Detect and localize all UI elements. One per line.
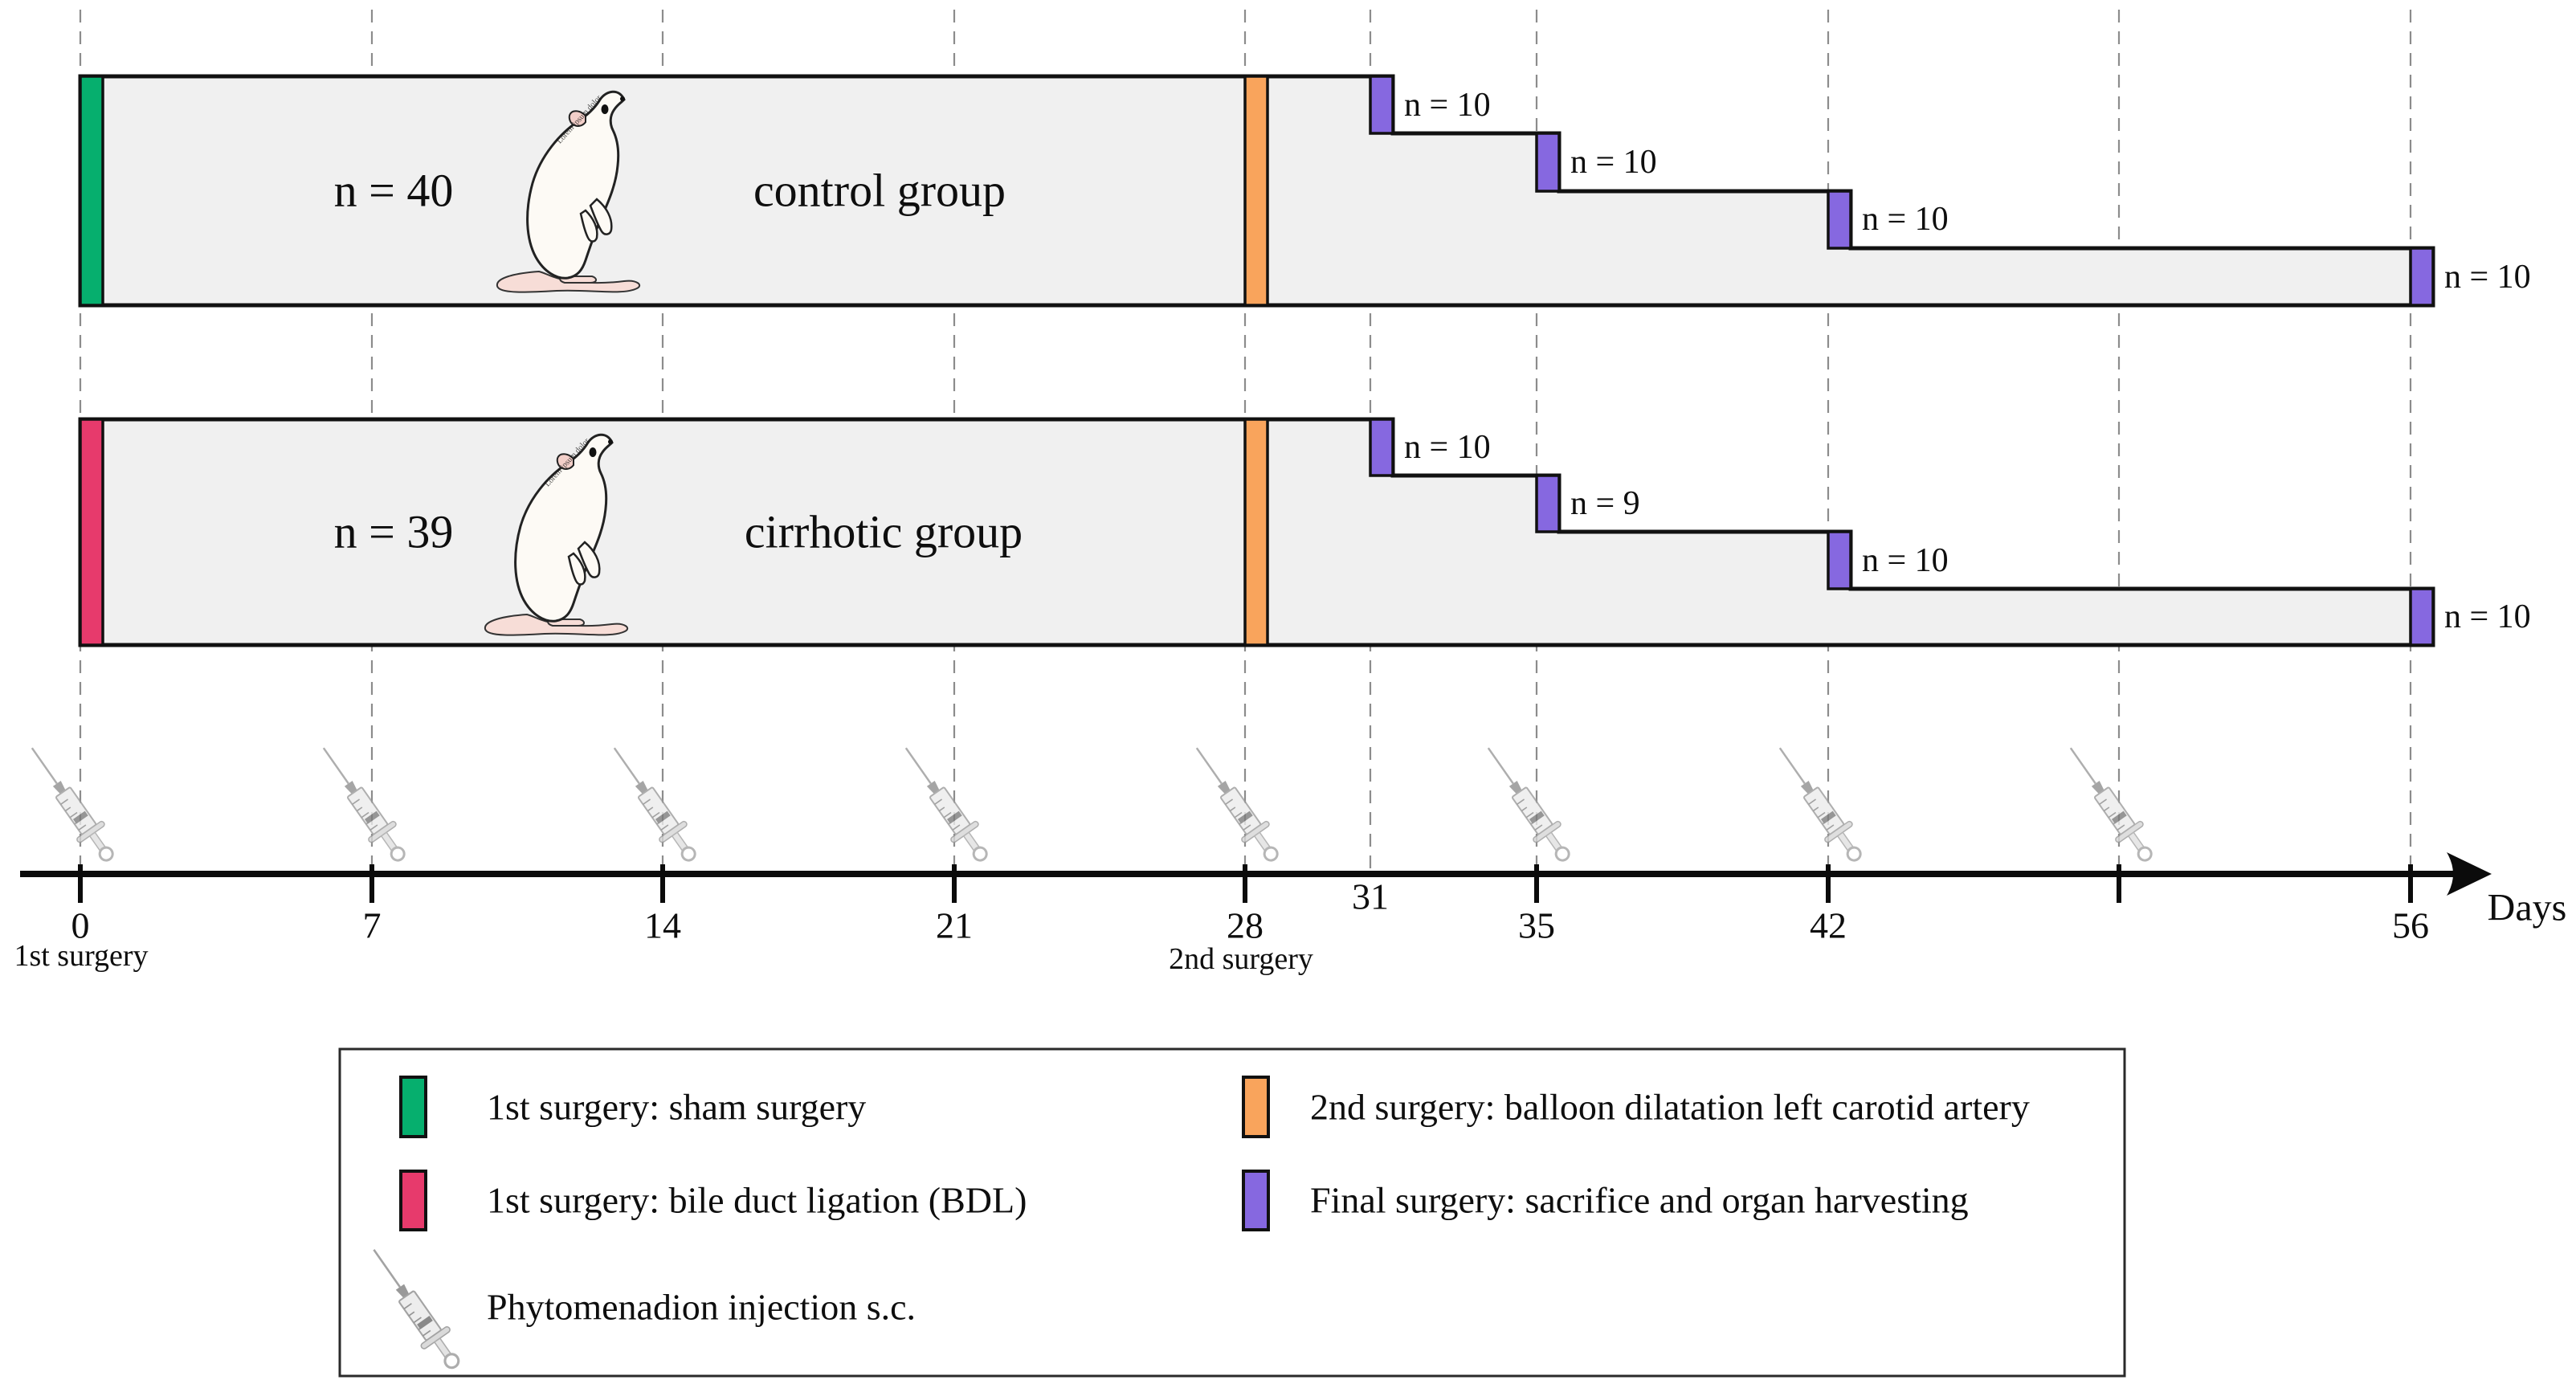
gridlines: [79, 10, 2412, 872]
syringe-icon-day-35: [1473, 737, 1581, 870]
sacrifice-stripe-control-day31: [1369, 75, 1394, 135]
cirrhotic-sacrifice-n-day56: n = 10: [2444, 598, 2531, 635]
syringe-icon-day-28: [1182, 737, 1289, 870]
syringe-icon-day-49: [2055, 737, 2163, 870]
syringe-icon-day-7: [308, 737, 416, 870]
legend-box: [338, 1047, 2126, 1378]
legend-label-balloon: 2nd surgery: balloon dilatation left car…: [1310, 1087, 2030, 1128]
sacrifice-stripe-control-day35: [1535, 132, 1561, 193]
tick-label-day-31: 31: [1352, 876, 1389, 917]
tick-label-day-0: 0: [71, 905, 90, 946]
sacrifice-stripe-cirrhotic-day31: [1369, 418, 1394, 477]
syringe-icon-day-0: [17, 737, 125, 870]
cirrhotic-group-label: cirrhotic group: [745, 506, 1023, 558]
sacrifice-stripe-cirrhotic-day42: [1827, 530, 1852, 590]
syringe-icon-day-14: [599, 737, 707, 870]
sham-surgery-stripe: [79, 75, 104, 307]
axis-arrowhead-icon: [2447, 852, 2492, 896]
tick-label-day-35: 35: [1518, 905, 1555, 946]
bdl-surgery-stripe: [79, 418, 104, 647]
tick-label-day-7: 7: [363, 905, 382, 946]
control-sacrifice-n-day42: n = 10: [1862, 201, 1949, 238]
control-sacrifice-n-day35: n = 10: [1570, 144, 1657, 181]
tick-label-day-14: 14: [644, 905, 681, 946]
legend-swatch-balloon-orange: [1242, 1076, 1270, 1138]
injection-syringes: [17, 737, 2163, 870]
sacrifice-stripe-control-day56: [2409, 247, 2435, 307]
legend-swatch-sacrifice-purple: [1242, 1170, 1270, 1231]
sacrifice-stripe-cirrhotic-day35: [1535, 474, 1561, 533]
sacrifice-stripe-control-day42: [1827, 190, 1852, 250]
tick-label-day-42: 42: [1810, 905, 1847, 946]
balloon-dilatation-stripe-control: [1243, 75, 1269, 307]
legend-label-bdl: 1st surgery: bile duct ligation (BDL): [487, 1180, 1027, 1221]
control-group-bar: n = 40 control group n = 10 n = 10 n = 1…: [78, 74, 2531, 308]
control-group-label: control group: [753, 165, 1006, 217]
cirrhotic-group-bar: n = 39 cirrhotic group n = 10 n = 9 n = …: [78, 417, 2531, 647]
tick-label-day-21: 21: [936, 905, 973, 946]
tick-label-day-56: 56: [2392, 905, 2429, 946]
tick-label-day-28: 28: [1227, 905, 1264, 946]
cirrhotic-sacrifice-n-day35: n = 9: [1570, 485, 1640, 522]
cirrhotic-sacrifice-n-day31: n = 10: [1404, 429, 1491, 466]
first-surgery-annotation: 1st surgery: [14, 939, 148, 973]
sacrifice-stripe-cirrhotic-day56: [2409, 587, 2435, 647]
legend-swatch-bdl-crimson: [399, 1170, 427, 1231]
cirrhotic-n-label: n = 39: [334, 506, 454, 558]
control-n-label: n = 40: [334, 165, 454, 217]
days-axis-label: Days: [2488, 887, 2567, 929]
legend: 1st surgery: sham surgery 1st surgery: b…: [338, 1047, 2126, 1378]
control-sacrifice-n-day56: n = 10: [2444, 259, 2531, 296]
legend-label-sham: 1st surgery: sham surgery: [487, 1087, 866, 1128]
control-sacrifice-n-day31: n = 10: [1404, 87, 1491, 124]
second-surgery-annotation: 2nd surgery: [1169, 942, 1313, 976]
legend-label-sacrifice: Final surgery: sacrifice and organ harve…: [1310, 1180, 1969, 1221]
timeline-axis: 0 7 14 21 28 31 35 42 56 Days 1st surger…: [14, 737, 2567, 976]
legend-label-injection: Phytomenadion injection s.c.: [487, 1287, 916, 1328]
legend-swatch-sham-green: [399, 1076, 427, 1138]
syringe-icon-day-42: [1765, 737, 1872, 870]
balloon-dilatation-stripe-cirrhotic: [1243, 418, 1269, 647]
cirrhotic-sacrifice-n-day42: n = 10: [1862, 542, 1949, 579]
syringe-icon-day-21: [891, 737, 998, 870]
